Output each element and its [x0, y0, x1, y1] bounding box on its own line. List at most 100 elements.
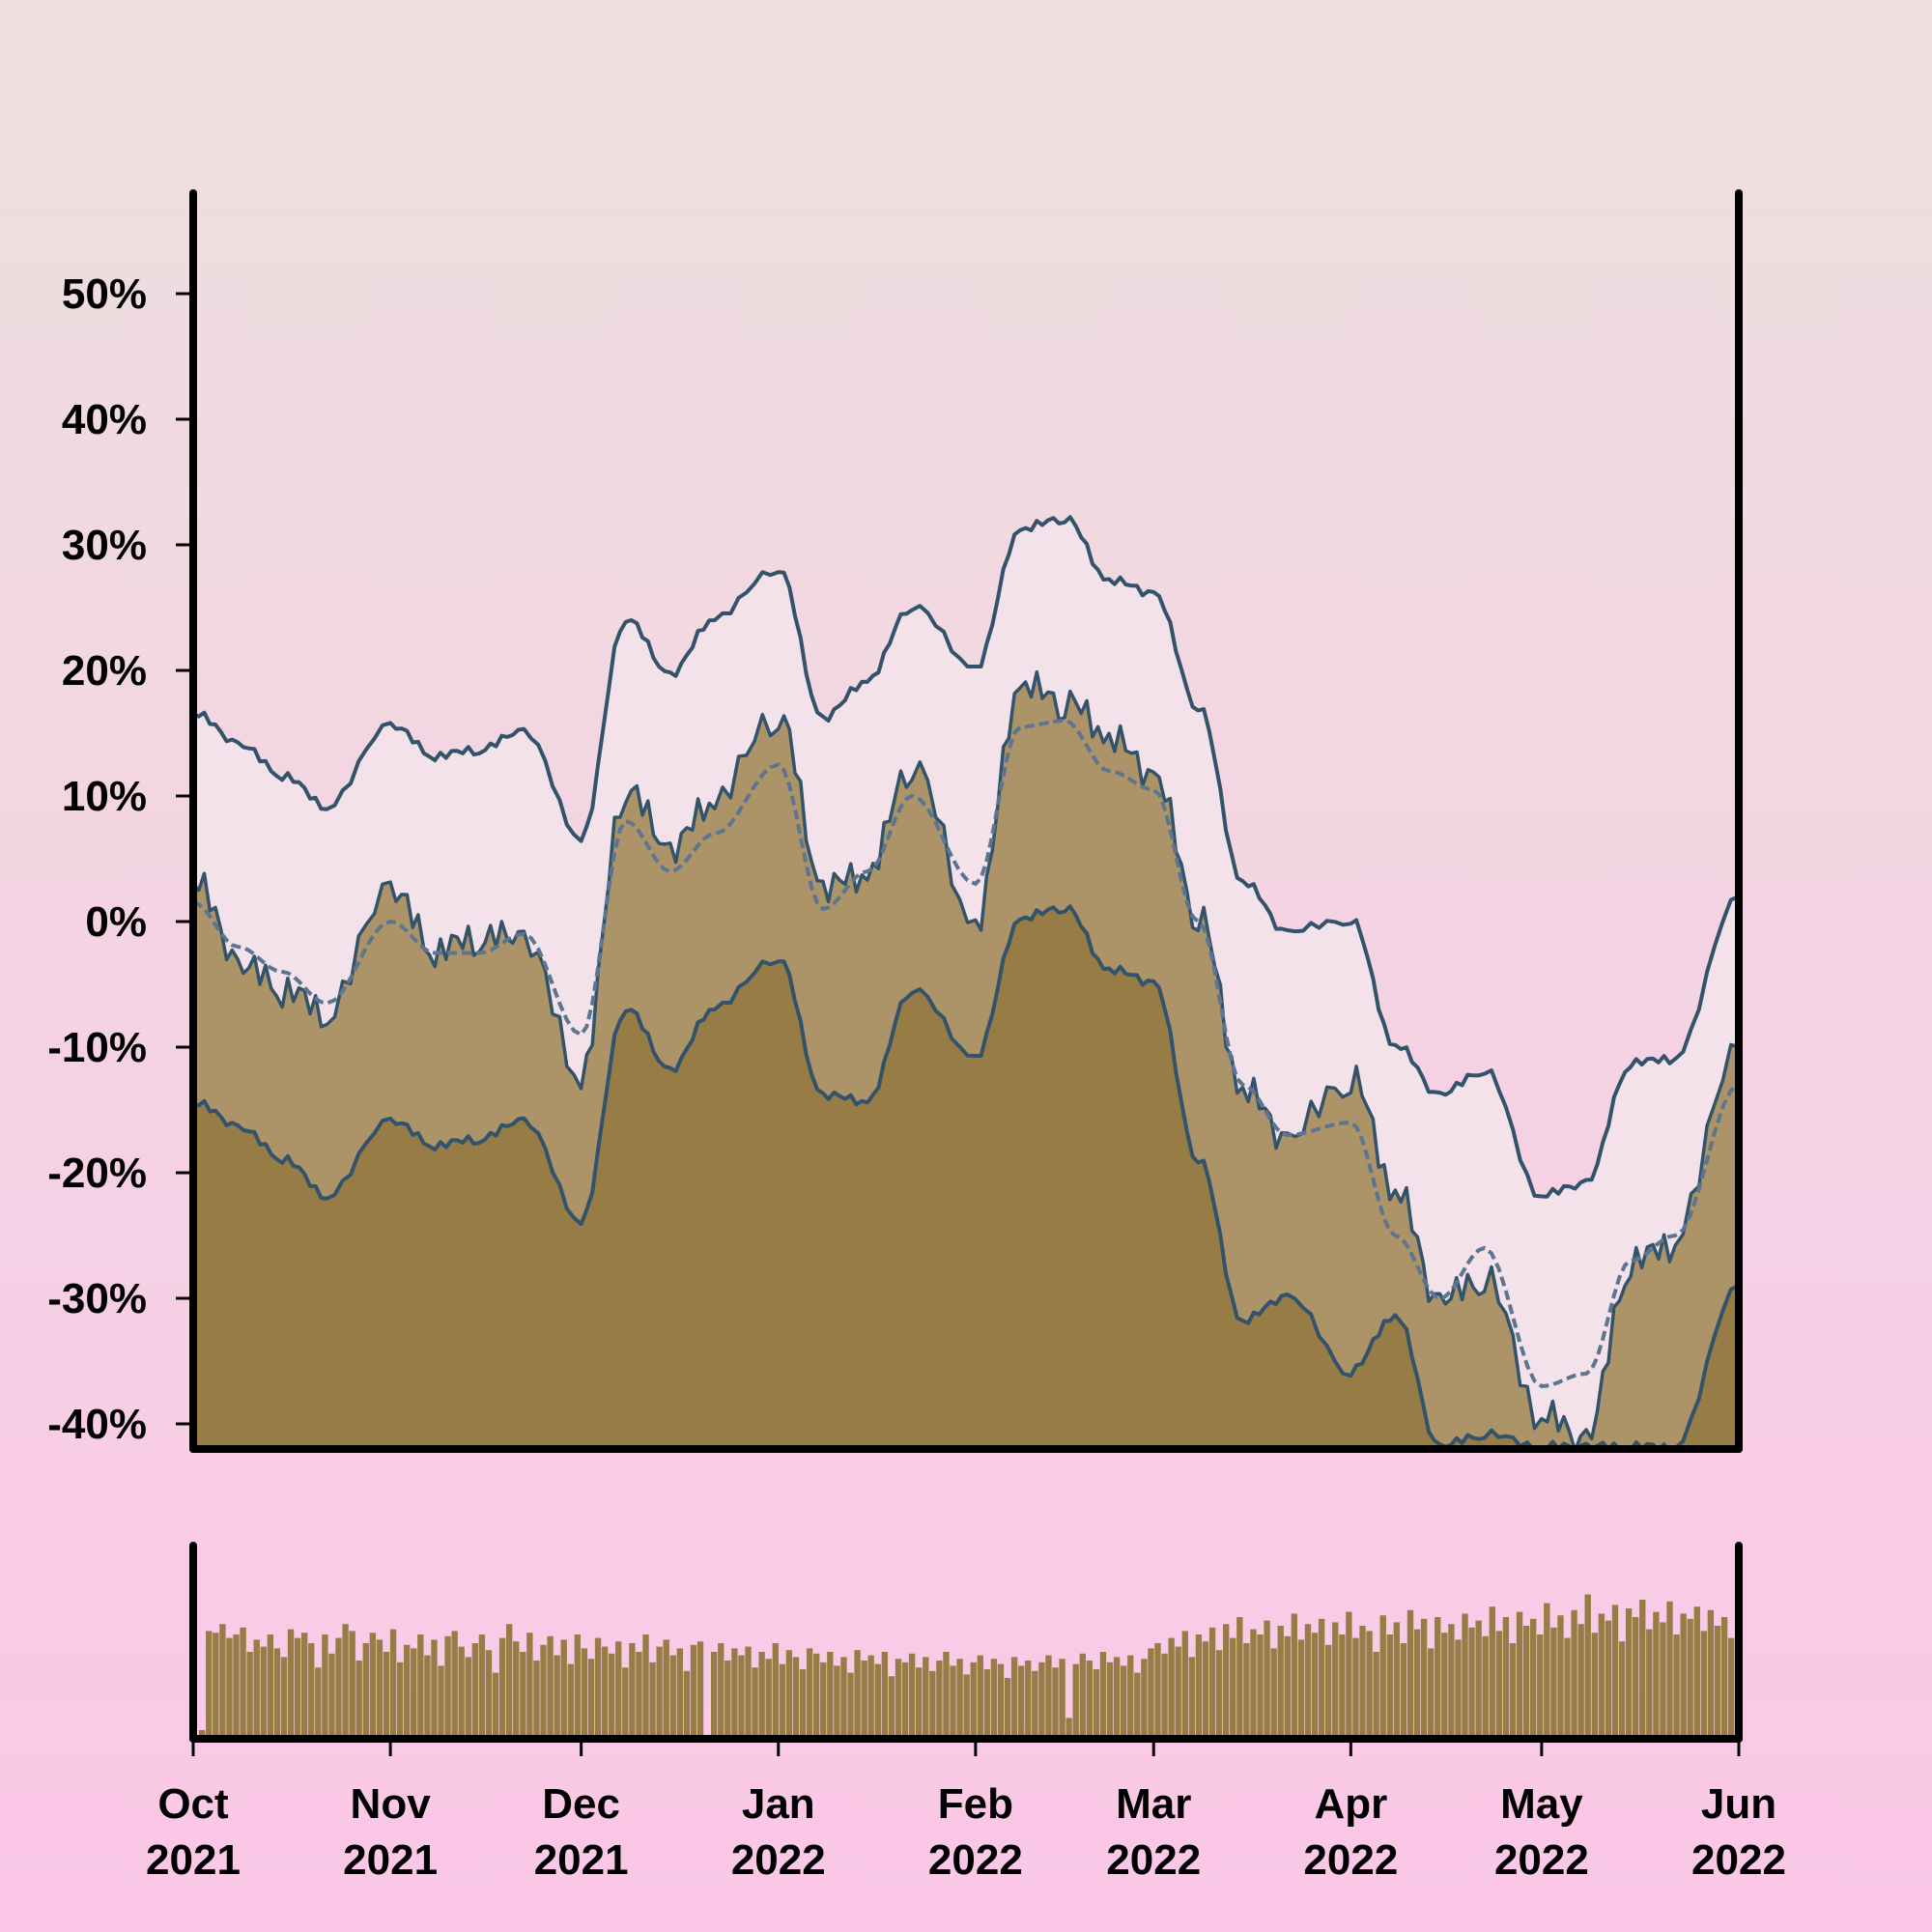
volume-bar	[1168, 1637, 1175, 1739]
volume-bar	[1284, 1635, 1291, 1739]
volume-bar	[1004, 1678, 1011, 1739]
volume-bar	[923, 1657, 929, 1739]
volume-bar	[417, 1634, 424, 1739]
y-tick-label: -40%	[47, 1401, 147, 1448]
volume-bar	[1134, 1672, 1141, 1739]
volume-bar	[1448, 1624, 1455, 1739]
volume-bar	[867, 1655, 874, 1739]
volume-bar	[554, 1655, 560, 1739]
volume-bar	[676, 1648, 684, 1739]
volume-bar	[1045, 1655, 1052, 1739]
volume-bar	[199, 1730, 206, 1739]
x-tick-label-year: 2021	[343, 1836, 438, 1884]
volume-bar	[396, 1662, 404, 1739]
volume-panel-axes	[189, 1542, 1743, 1743]
volume-bar	[355, 1661, 362, 1739]
volume-bar	[1605, 1620, 1612, 1739]
volume-bar	[465, 1657, 471, 1739]
volume-bar	[901, 1662, 909, 1739]
volume-bar	[656, 1646, 663, 1739]
volume-bar	[1455, 1639, 1462, 1739]
volume-bar	[1653, 1611, 1660, 1739]
volume-bar	[308, 1643, 315, 1739]
volume-bar	[615, 1641, 622, 1739]
volume-bar	[1352, 1637, 1359, 1739]
volume-bar	[1052, 1667, 1059, 1739]
volume-bar	[315, 1667, 322, 1739]
volume-bar	[888, 1676, 895, 1739]
volume-bar	[260, 1646, 267, 1739]
volume-bar	[1379, 1615, 1386, 1739]
volume-bar	[1720, 1617, 1728, 1739]
volume-bar	[438, 1665, 444, 1739]
volume-bar	[758, 1652, 765, 1739]
volume-bar	[567, 1663, 574, 1739]
volume-bar	[1420, 1618, 1428, 1739]
volume-bar	[622, 1667, 629, 1739]
y-axis: -40% -30% -20% -10% 0% 10% 20% 30% 40% 50%	[47, 270, 193, 1448]
volume-bar	[240, 1627, 246, 1739]
x-tick-label-month: Jun	[1701, 1780, 1776, 1828]
volume-bar	[1161, 1653, 1168, 1739]
volume-bar	[1072, 1663, 1079, 1739]
volume-bar	[1332, 1622, 1339, 1739]
volume-bar	[287, 1629, 295, 1739]
volume-bar	[649, 1662, 656, 1739]
y-tick-label: -30%	[47, 1275, 147, 1322]
price-panel-axes	[189, 189, 1743, 1453]
volume-bar	[1468, 1627, 1475, 1739]
volume-bar	[1099, 1652, 1107, 1739]
volume-bar	[1530, 1618, 1537, 1739]
volume-bar	[847, 1672, 854, 1739]
volume-bar	[1291, 1613, 1298, 1739]
volume-bar	[1093, 1669, 1100, 1739]
volume-bar	[983, 1669, 991, 1739]
volume-bar	[792, 1657, 800, 1739]
volume-bar	[820, 1662, 827, 1739]
volume-bar	[492, 1672, 499, 1739]
volume-bar	[431, 1639, 438, 1739]
volume-bar	[1086, 1661, 1094, 1739]
volume-bar	[587, 1659, 595, 1739]
volume-bar	[498, 1637, 506, 1739]
volume-bar	[273, 1648, 281, 1739]
volume-bar	[1482, 1635, 1489, 1739]
volume-bar	[799, 1669, 807, 1739]
moving-average-line	[193, 718, 1739, 1389]
volume-bar	[1386, 1634, 1393, 1739]
volume-bar	[943, 1652, 950, 1739]
volume-bar	[1489, 1606, 1495, 1739]
volume-bar	[1264, 1620, 1270, 1739]
volume-bar	[1509, 1643, 1517, 1739]
x-tick-label-month: Mar	[1116, 1780, 1191, 1828]
volume-bar	[663, 1639, 669, 1739]
y-tick-label: 10%	[62, 773, 147, 820]
volume-bar	[1195, 1634, 1203, 1739]
volume-bar	[342, 1624, 349, 1739]
volume-bar	[547, 1635, 554, 1739]
volume-bar	[1188, 1657, 1196, 1739]
volume-bar	[1373, 1652, 1379, 1739]
volume-bar	[1598, 1613, 1605, 1739]
volume-bar	[533, 1661, 540, 1739]
volume-bar	[574, 1634, 582, 1739]
x-tick-label-month: May	[1500, 1780, 1583, 1828]
volume-bar	[219, 1624, 226, 1739]
x-tick-label-month: Nov	[351, 1780, 432, 1828]
close-line	[193, 669, 1739, 1449]
volume-bar	[1236, 1617, 1243, 1739]
volume-bar	[349, 1631, 355, 1739]
volume-bar	[1591, 1633, 1598, 1739]
volume-bar	[1625, 1608, 1633, 1739]
volume-bar	[294, 1637, 301, 1739]
volume-bar	[1141, 1659, 1148, 1739]
volume-bar	[1339, 1634, 1346, 1739]
volume-bar	[1208, 1627, 1216, 1739]
volume-bar	[738, 1655, 745, 1739]
volume-bar	[560, 1639, 567, 1739]
volume-bar	[840, 1657, 847, 1739]
volume-bar	[806, 1648, 813, 1739]
y-tick-label: 40%	[62, 396, 147, 443]
volume-bar	[1154, 1643, 1161, 1739]
